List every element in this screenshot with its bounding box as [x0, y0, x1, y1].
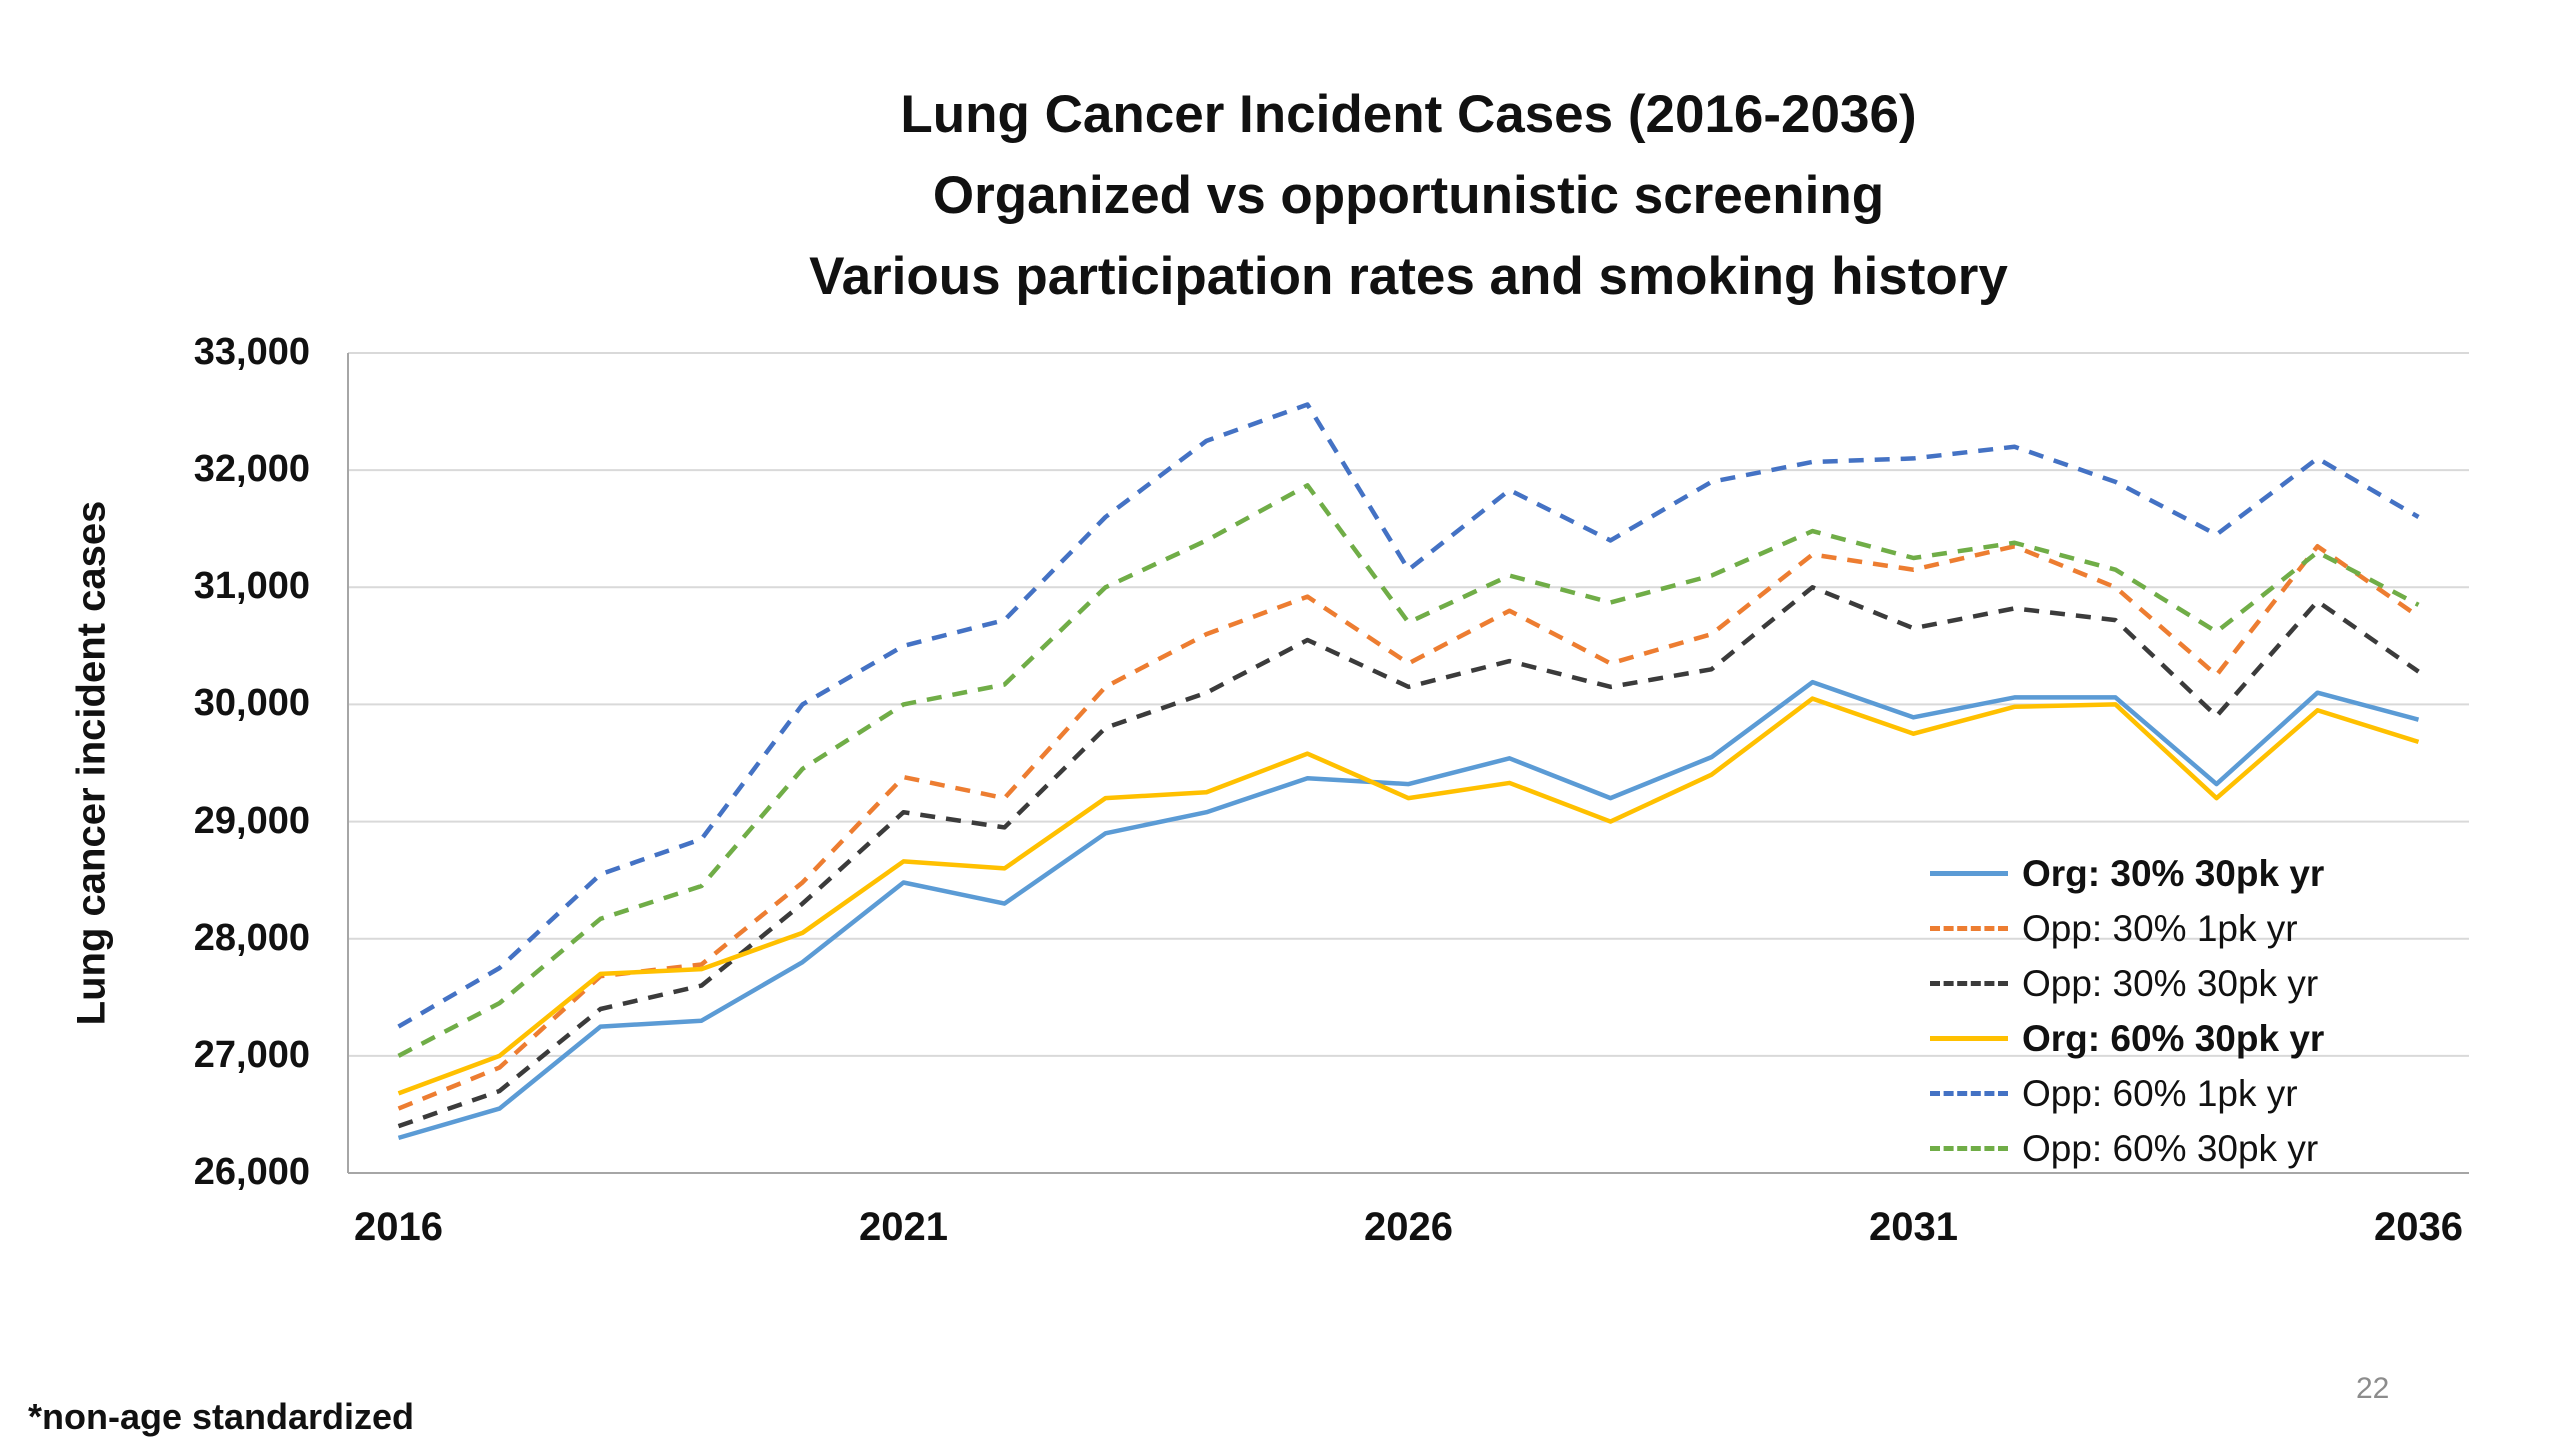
legend-label: Opp: 30% 1pk yr: [2022, 907, 2298, 949]
y-tick-label: 32,000: [193, 448, 310, 491]
legend-line-swatch: [1930, 1146, 2008, 1151]
x-tick-label: 2016: [354, 1205, 443, 1249]
legend-entry: Opp: 60% 1pk yr: [1930, 1066, 2324, 1121]
legend-line-swatch: [1930, 926, 2008, 931]
x-tick-label: 2036: [2374, 1205, 2463, 1249]
legend-entry: Opp: 60% 30pk yr: [1930, 1121, 2324, 1176]
series-line-opp-60-30pk-yr: [397, 483, 2420, 1058]
series-line-opp-60-1pk-yr: [397, 402, 2420, 1029]
series-line-org-30-30pk-yr: [397, 679, 2420, 1141]
legend-entry: Org: 30% 30pk yr: [1930, 846, 2324, 901]
legend-line-swatch: [1930, 1091, 2008, 1096]
legend-line-swatch: [1930, 871, 2008, 876]
legend-entry: Opp: 30% 1pk yr: [1930, 901, 2324, 956]
legend-entry: Org: 60% 30pk yr: [1930, 1011, 2324, 1066]
legend-label: Opp: 60% 30pk yr: [2022, 1127, 2319, 1169]
page-number: 22: [2356, 1372, 2390, 1405]
chart-title-line-1: Lung Cancer Incident Cases (2016-2036): [900, 85, 1917, 144]
legend-label: Org: 30% 30pk yr: [2022, 852, 2325, 894]
chart-legend: Org: 30% 30pk yr Opp: 30% 1pk yr Opp: 30% …: [1930, 846, 2324, 1176]
series-line-opp-30-30pk-yr: [397, 585, 2420, 1129]
y-tick-label: 29,000: [193, 799, 310, 842]
y-tick-label: 33,000: [193, 331, 310, 373]
y-tick-label: 31,000: [193, 565, 310, 608]
x-tick-label: 2031: [1869, 1205, 1958, 1249]
legend-line-swatch: [1930, 1036, 2008, 1041]
y-tick-label: 27,000: [193, 1033, 310, 1076]
chart-title-line-3: Various participation rates and smoking …: [809, 247, 2008, 306]
series-line-opp-30-1pk-yr: [397, 544, 2420, 1111]
legend-label: Opp: 30% 30pk yr: [2022, 962, 2319, 1004]
legend-label: Opp: 60% 1pk yr: [2022, 1072, 2298, 1114]
x-tick-label: 2026: [1364, 1205, 1453, 1249]
legend-entry: Opp: 30% 30pk yr: [1930, 956, 2324, 1011]
footnote: *non-age standardized: [28, 1396, 415, 1437]
y-tick-label: 30,000: [193, 682, 310, 725]
legend-label: Org: 60% 30pk yr: [2022, 1017, 2325, 1059]
legend-line-swatch: [1930, 981, 2008, 986]
y-tick-label: 26,000: [193, 1151, 310, 1193]
y-tick-label: 28,000: [193, 916, 310, 959]
series-line-org-60-30pk-yr: [397, 696, 2420, 1096]
chart-title: Lung Cancer Incident Cases (2016-2036) O…: [348, 74, 2469, 317]
x-tick-label: 2021: [859, 1205, 948, 1249]
chart-title-line-2: Organized vs opportunistic screening: [932, 166, 1885, 225]
